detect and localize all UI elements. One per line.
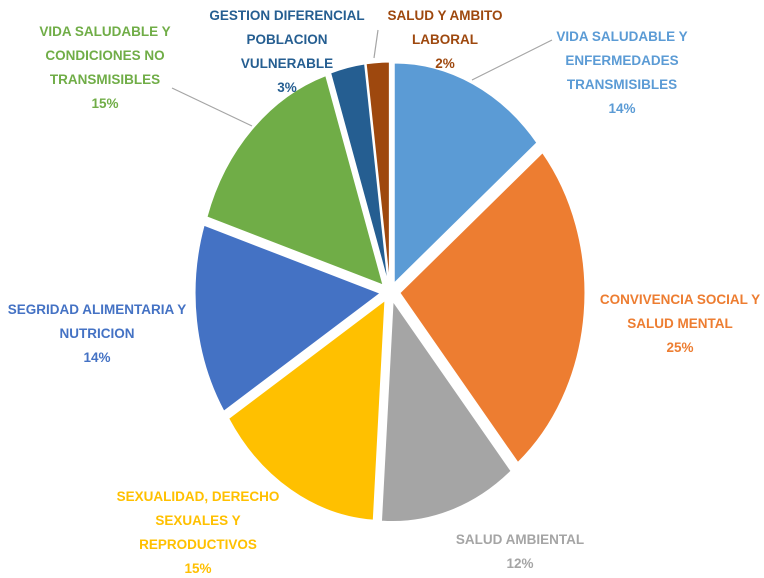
value-label: 3% [277,80,297,95]
slice-label: SEGRIDAD ALIMENTARIA Y NUTRICION 14% [0,298,197,370]
leader-line [171,87,253,127]
value-label: 12% [506,556,534,571]
value-label: 2% [435,56,455,71]
slice-label: VIDA SALUDABLE Y ENFERMEDADES TRANSMISIB… [542,25,702,121]
category-label: GESTION DIFERENCIAL POBLACION VULNERABLE [209,8,365,71]
value-label: 14% [83,350,111,365]
pie-slice [330,63,389,283]
slice-label: SALUD Y AMBITO LABORAL 2% [380,4,510,76]
value-label: 14% [608,101,636,116]
pie-slice [365,61,390,283]
pie-slice [206,75,384,286]
category-label: SEXUALIDAD, DERECHO SEXUALES Y REPRODUCT… [116,489,280,552]
slice-label: VIDA SALUDABLE Y CONDICIONES NO TRANSMIS… [25,20,185,116]
pie-slice [393,62,538,285]
slice-label: CONVIVENCIA SOCIAL Y SALUD MENTAL 25% [585,288,764,360]
category-label: SALUD Y AMBITO LABORAL [387,8,503,47]
category-label: CONVIVENCIA SOCIAL Y SALUD MENTAL [599,292,761,331]
category-label: VIDA SALUDABLE Y CONDICIONES NO TRANSMIS… [39,24,171,87]
value-label: 25% [666,340,694,355]
leader-line [471,39,553,81]
category-label: VIDA SALUDABLE Y ENFERMEDADES TRANSMISIB… [556,29,688,92]
leader-line [373,29,379,59]
pie-slice [399,151,586,464]
pie-slice [194,224,382,412]
pie-slice [380,300,512,523]
value-label: 15% [91,96,119,111]
value-label: 15% [184,561,212,576]
slice-label: SEXUALIDAD, DERECHO SEXUALES Y REPRODUCT… [103,485,293,578]
slice-label: SALUD AMBIENTAL 12% [435,528,605,576]
category-label: SEGRIDAD ALIMENTARIA Y NUTRICION [7,302,187,341]
category-label: SALUD AMBIENTAL [455,532,585,547]
slice-label: GESTION DIFERENCIAL POBLACION VULNERABLE… [202,4,372,100]
pie-slice [228,299,386,521]
